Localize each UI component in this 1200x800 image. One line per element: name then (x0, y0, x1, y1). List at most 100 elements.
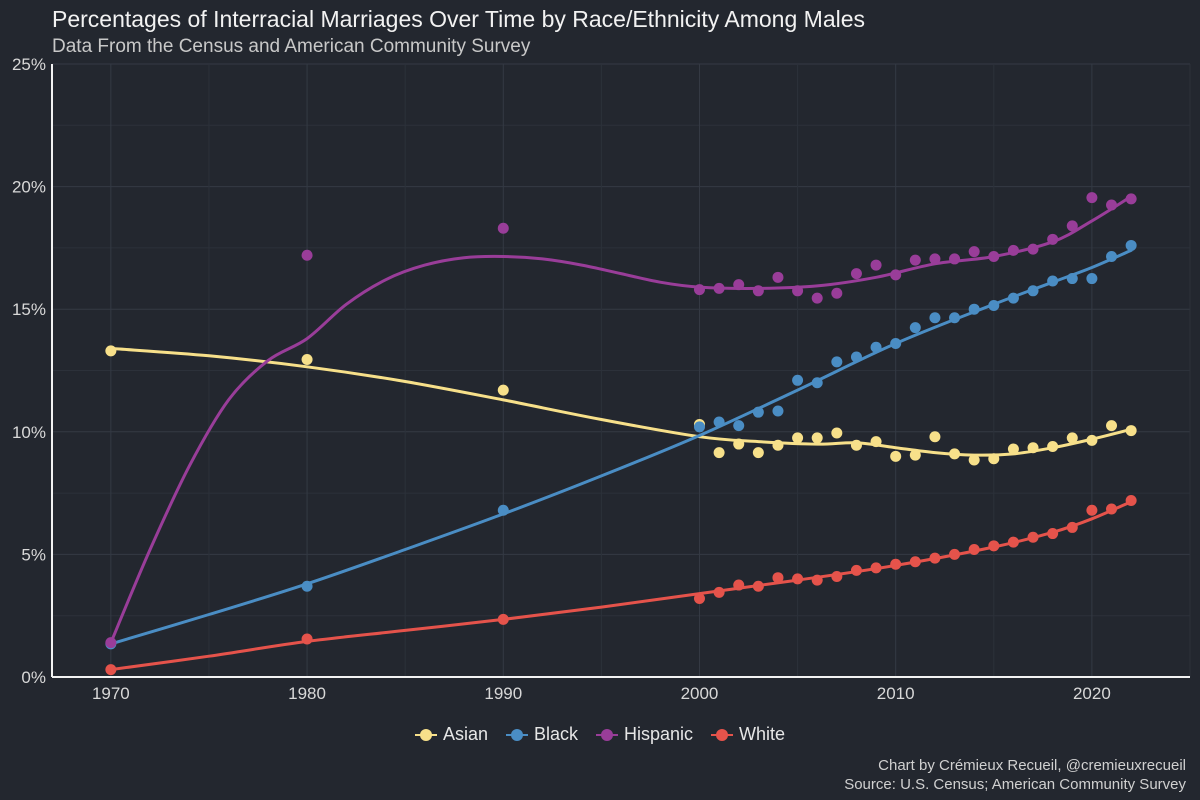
white-point (968, 543, 980, 555)
legend-label-white: White (739, 724, 786, 744)
x-tick-label: 2010 (877, 684, 915, 703)
x-tick-label: 2020 (1073, 684, 1111, 703)
legend-key-asian (414, 728, 437, 742)
asian-point (713, 447, 725, 459)
hispanic-point (1066, 220, 1078, 232)
hispanic-point (811, 292, 823, 304)
black-point (811, 377, 823, 389)
x-tick-label: 1990 (484, 684, 522, 703)
asian-point (949, 448, 961, 460)
black-point (301, 580, 313, 592)
asian-point (105, 345, 117, 357)
hispanic-point (929, 253, 941, 265)
tick-labels: 0% 5% 10% 15% 20% 25% 1970 1980 1990 2000 2010 2020 (12, 55, 1111, 703)
hispanic-point (968, 246, 980, 258)
hispanic-trend-line (109, 194, 1133, 645)
hispanic-point (713, 282, 725, 294)
asian-point (929, 431, 941, 443)
white-point (693, 593, 705, 605)
black-point (752, 406, 764, 418)
white-point (713, 586, 725, 598)
legend-label-black: Black (533, 724, 578, 744)
axes (51, 64, 1190, 678)
hispanic-point (1086, 192, 1098, 204)
black-point (1125, 239, 1137, 251)
white-point (929, 552, 941, 564)
legend-key-white (711, 728, 734, 742)
asian-point (811, 432, 823, 444)
legend-item-asian: Asian (414, 724, 488, 745)
asian-point (792, 432, 804, 444)
hispanic-point (870, 259, 882, 271)
x-tick-label: 2000 (681, 684, 719, 703)
black-point (497, 504, 509, 516)
white-point (733, 579, 745, 591)
hispanic-point (1047, 233, 1059, 245)
chart-subtitle: Data From the Census and American Commun… (52, 36, 531, 57)
hispanic-point (497, 222, 509, 234)
chart-title: Percentages of Interracial Marriages Ove… (52, 6, 866, 32)
white-point (1007, 536, 1019, 548)
y-tick-label: 10% (12, 423, 46, 442)
hispanic-point (105, 637, 117, 649)
hispanic-point (890, 269, 902, 281)
black-point (968, 303, 980, 315)
asian-point (1007, 443, 1019, 455)
hispanic-point (301, 249, 313, 261)
black-point (1047, 275, 1059, 287)
black-point (831, 356, 843, 368)
hispanic-point (772, 271, 784, 283)
white-point (752, 580, 764, 592)
hispanic-point (792, 285, 804, 297)
asian-point (497, 384, 509, 396)
black-point (949, 312, 961, 324)
white-point (1066, 521, 1078, 533)
hispanic-point (1125, 193, 1137, 205)
white-point (1027, 531, 1039, 543)
white-point (1125, 494, 1137, 506)
y-tick-label: 0% (21, 668, 46, 687)
caption-source: Source: U.S. Census; American Community … (844, 776, 1186, 793)
black-point (772, 405, 784, 417)
legend: Asian Black Hispanic White (0, 724, 1200, 745)
asian-point (1047, 441, 1059, 453)
legend-item-hispanic: Hispanic (596, 724, 693, 745)
legend-label-asian: Asian (442, 724, 488, 744)
asian-point (890, 450, 902, 462)
asian-point (733, 438, 745, 450)
hispanic-point (988, 250, 1000, 262)
asian-point (772, 439, 784, 451)
hispanic-point (949, 253, 961, 265)
asian-point (1125, 425, 1137, 437)
legend-item-white: White (711, 724, 785, 745)
asian-point (850, 439, 862, 451)
hispanic-point (1106, 199, 1118, 211)
x-tick-label: 1980 (288, 684, 326, 703)
legend-key-hispanic (596, 728, 618, 742)
hispanic-point (693, 284, 705, 296)
white-point (792, 573, 804, 585)
asian-point (968, 454, 980, 466)
black-point (1027, 285, 1039, 297)
black-point (1007, 292, 1019, 304)
asian-point (909, 449, 921, 461)
white-point (497, 613, 509, 625)
black-point (1066, 273, 1078, 285)
asian-point (301, 353, 313, 365)
black-point (850, 351, 862, 363)
white-point (870, 562, 882, 574)
black-point (693, 421, 705, 433)
asian-point (752, 447, 764, 459)
white-point (105, 664, 117, 676)
white-point (831, 570, 843, 582)
hispanic-point (909, 254, 921, 266)
black-point (909, 322, 921, 334)
y-tick-label: 25% (12, 55, 46, 74)
caption: Chart by Crémieux Recueil, @cremieuxrecu… (844, 756, 1186, 794)
black-point (929, 312, 941, 324)
black-point (713, 416, 725, 428)
legend-key-black (505, 728, 528, 742)
white-point (909, 556, 921, 568)
y-tick-label: 5% (21, 545, 46, 564)
